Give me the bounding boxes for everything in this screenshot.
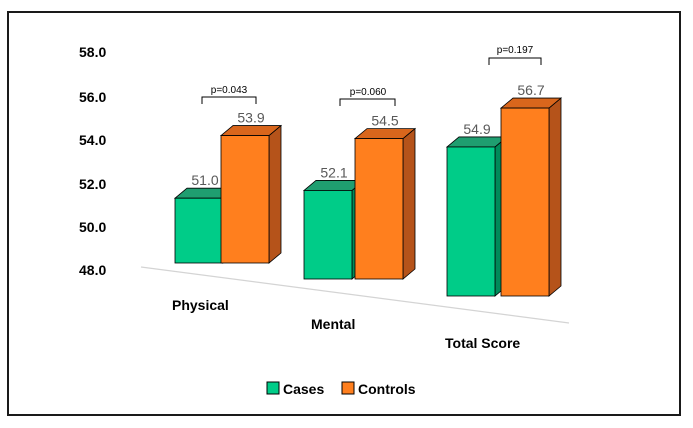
category-label: Total Score [445, 335, 520, 351]
bracket-line [201, 96, 257, 104]
data-label: 53.9 [237, 110, 264, 126]
bar-side [268, 124, 282, 264]
category-label: Mental [311, 316, 355, 332]
floor-line [140, 266, 570, 324]
data-label: 51.0 [191, 172, 218, 188]
bar [174, 197, 224, 264]
data-label: 54.9 [463, 121, 490, 137]
bracket-line [339, 98, 396, 106]
bars-group: 51.0 53.9 52.1 54.5 54.9 56.7 [173, 82, 563, 297]
data-label: 56.7 [517, 82, 544, 98]
bar [303, 190, 353, 280]
p-value-label: p=0.197 [497, 45, 534, 56]
data-label: 52.1 [320, 164, 347, 180]
bar [220, 135, 270, 264]
legend-label-cases: Cases [283, 381, 324, 397]
p-value-label: p=0.060 [350, 87, 387, 98]
legend: Cases Controls [266, 381, 416, 397]
legend-swatch-cases [266, 381, 280, 395]
y-tick-label: 48.0 [79, 262, 106, 278]
bar [500, 107, 550, 297]
p-value-label: p=0.043 [211, 85, 248, 96]
category-label: Physical [172, 297, 229, 313]
legend-label-controls: Controls [358, 381, 416, 397]
y-tick-label: 58.0 [79, 44, 106, 60]
legend-swatch-controls [341, 381, 355, 395]
p-value-bracket: p=0.043 [201, 85, 257, 104]
bar-side [402, 127, 416, 280]
chart-frame: 58.0 56.0 54.0 52.0 50.0 48.0 51.0 53.9 52… [7, 11, 681, 416]
y-tick-label: 54.0 [79, 132, 106, 148]
bracket-line [488, 57, 542, 65]
data-label: 54.5 [371, 113, 398, 129]
y-tick-label: 56.0 [79, 89, 106, 105]
y-axis: 58.0 56.0 54.0 52.0 50.0 48.0 [79, 44, 106, 278]
p-value-bracket: p=0.197 [488, 45, 542, 65]
p-value-bracket: p=0.060 [339, 87, 396, 106]
bar [354, 138, 404, 280]
bar [446, 146, 496, 297]
y-tick-label: 50.0 [79, 219, 106, 235]
y-tick-label: 52.0 [79, 176, 106, 192]
bar-side [548, 97, 562, 297]
bar-chart: 58.0 56.0 54.0 52.0 50.0 48.0 51.0 53.9 52… [79, 44, 570, 397]
